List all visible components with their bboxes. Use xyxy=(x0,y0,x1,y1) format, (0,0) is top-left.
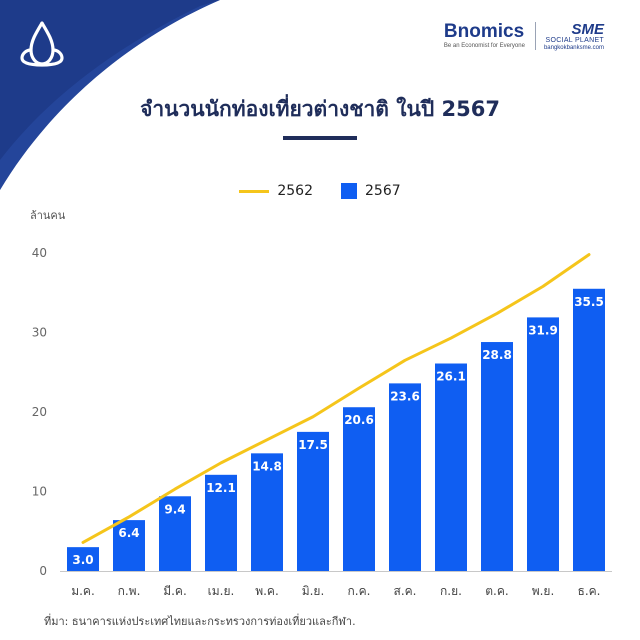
y-axis-unit: ล้านคน xyxy=(30,209,66,222)
bar xyxy=(297,431,329,571)
x-tick-label: ส.ค. xyxy=(394,584,417,598)
y-tick-label: 30 xyxy=(32,326,47,340)
bar-value-label: 12.1 xyxy=(206,481,236,495)
bar-value-label: 31.9 xyxy=(528,323,558,337)
bar-value-label: 6.4 xyxy=(118,526,139,540)
bar xyxy=(113,520,145,571)
bar xyxy=(67,547,99,571)
bar xyxy=(481,342,513,571)
series-line xyxy=(81,253,591,544)
source-note: ที่มา: ธนาคารแห่งประเทศไทยและกระทรวงการท… xyxy=(44,615,356,628)
legend-line-swatch xyxy=(239,189,270,193)
y-tick-label: 20 xyxy=(32,405,47,419)
x-tick-label: มิ.ย. xyxy=(302,584,325,598)
x-tick-label: พ.ย. xyxy=(532,584,555,598)
bar-value-label: 28.8 xyxy=(482,348,512,362)
y-tick-label: 40 xyxy=(32,246,47,260)
x-tick-label: ก.ค. xyxy=(348,584,371,598)
bar xyxy=(573,288,605,571)
bnomics-name: Bnomics xyxy=(443,21,525,42)
y-tick-label: 10 xyxy=(32,485,47,499)
legend-label-line: 2562 xyxy=(277,183,313,199)
x-tick-label: ธ.ค. xyxy=(578,584,601,598)
sme-name: SME xyxy=(571,21,604,38)
bar-value-label: 26.1 xyxy=(436,370,466,384)
legend-bar-swatch xyxy=(341,183,357,199)
x-tick-label: ต.ค. xyxy=(485,584,508,598)
x-tick-label: มี.ค. xyxy=(163,584,187,598)
bar xyxy=(435,363,467,571)
bnomics-logo: Bnomics Be an Economist for Everyone xyxy=(444,22,536,50)
x-tick-label: ก.พ. xyxy=(118,584,141,598)
bar-value-label: 35.5 xyxy=(574,295,604,309)
bar-value-label: 9.4 xyxy=(164,502,185,516)
chart-title: จำนวนนักท่องเที่ยวต่างชาติ ในปี 2567 xyxy=(140,97,500,121)
bar xyxy=(205,474,237,571)
sme-logo: SME SOCIAL PLANET bangkokbanksme.com xyxy=(536,22,604,52)
legend-label-bar: 2567 xyxy=(365,183,401,199)
bnomics-tagline: Be an Economist for Everyone xyxy=(443,43,525,49)
sme-sub: SOCIAL PLANET xyxy=(545,37,604,44)
x-tick-label: ก.ย. xyxy=(440,584,462,598)
chart-legend: 2562 2567 xyxy=(0,183,640,199)
bar xyxy=(527,317,559,571)
bar xyxy=(159,496,191,571)
x-tick-label: พ.ค. xyxy=(255,584,279,598)
x-tick-label: เม.ย. xyxy=(208,584,235,598)
lotus-icon xyxy=(20,21,64,67)
corner-decoration xyxy=(0,0,220,190)
bar-value-label: 17.5 xyxy=(298,438,328,452)
title-underline xyxy=(283,136,357,140)
bar xyxy=(389,383,421,571)
legend-item-line: 2562 xyxy=(239,183,313,199)
y-tick-label: 0 xyxy=(39,564,47,578)
bar-value-label: 14.8 xyxy=(252,459,282,473)
bar-value-label: 20.6 xyxy=(344,413,374,427)
brand-logos: Bnomics Be an Economist for Everyone SME… xyxy=(444,22,604,56)
bar-value-label: 23.6 xyxy=(390,389,420,403)
sme-url: bangkokbanksme.com xyxy=(543,45,604,51)
bar xyxy=(343,407,375,571)
bar xyxy=(251,453,283,571)
bar-value-label: 3.0 xyxy=(72,553,93,567)
legend-item-bar: 2567 xyxy=(341,183,401,199)
x-tick-label: ม.ค. xyxy=(71,584,95,598)
